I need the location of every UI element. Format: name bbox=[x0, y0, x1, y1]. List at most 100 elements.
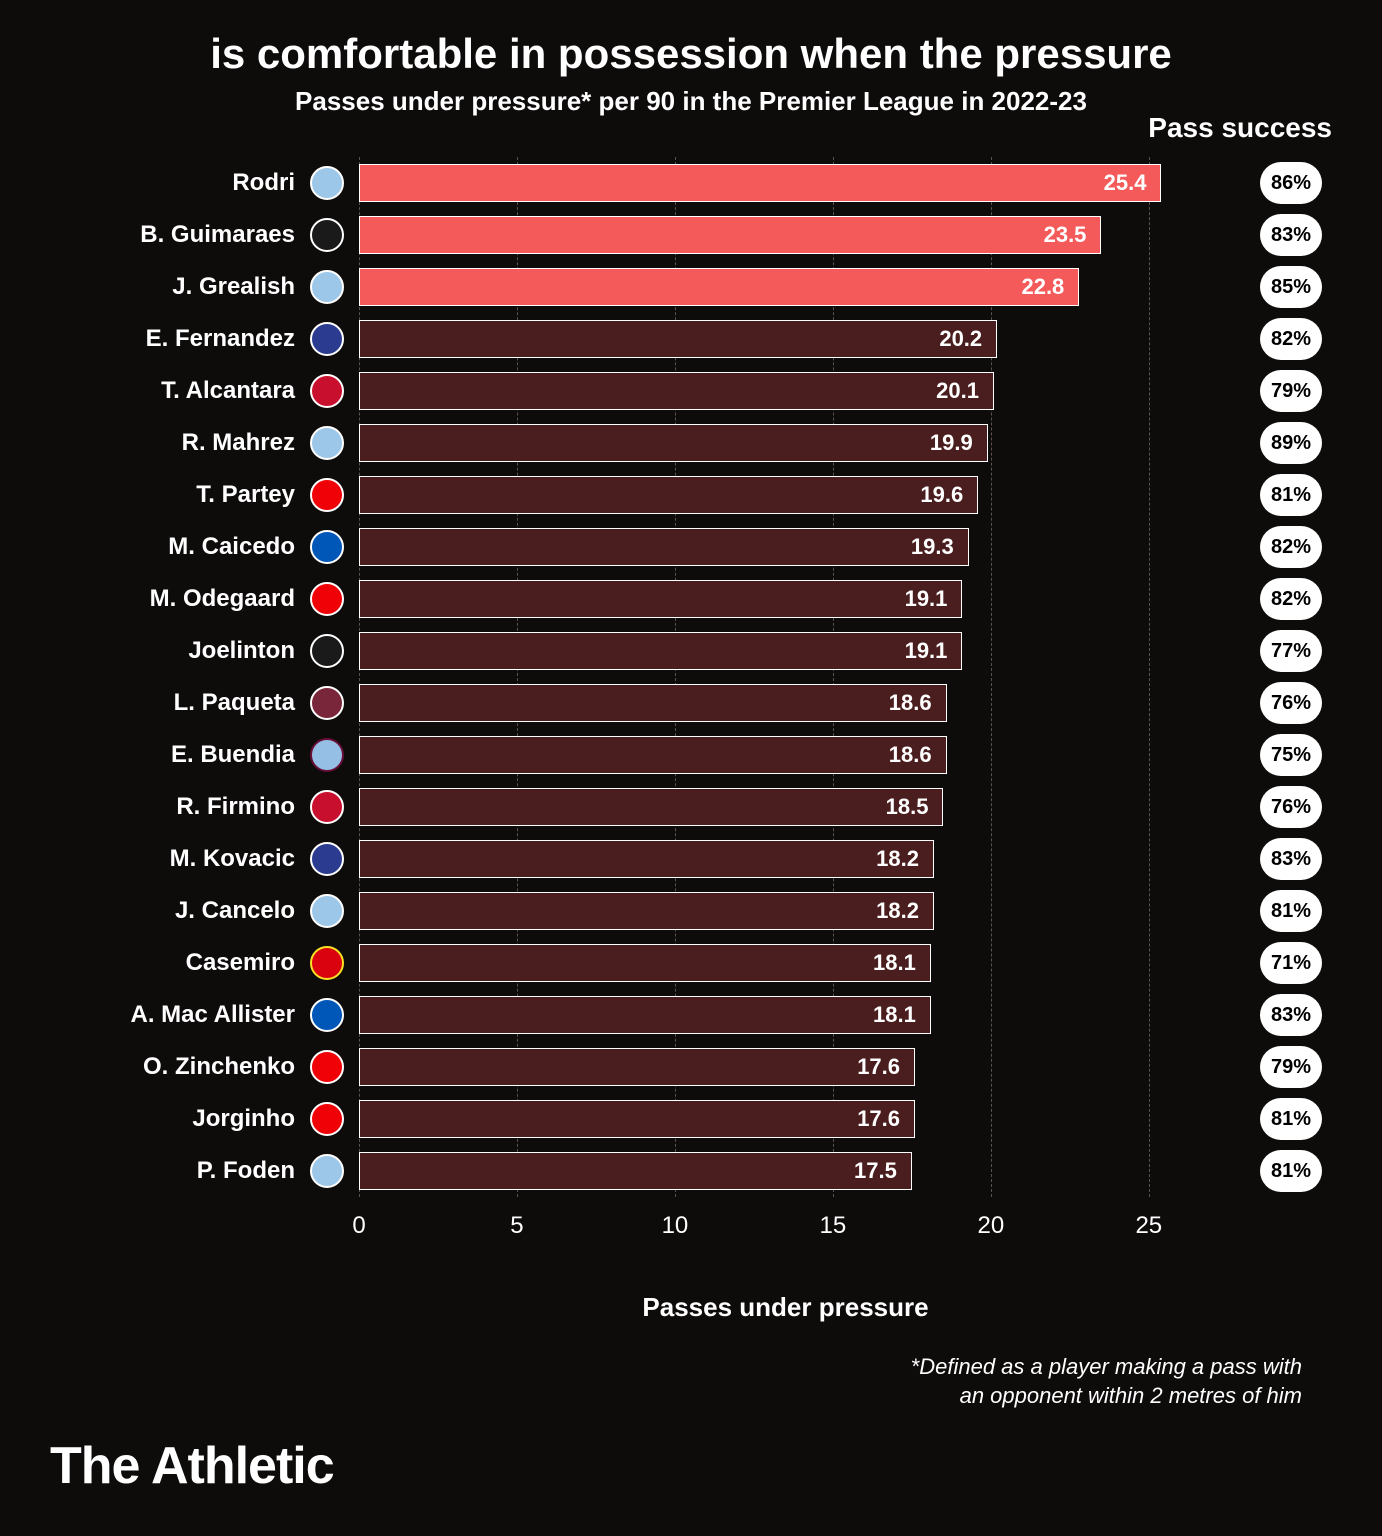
player-row: J. Cancelo18.281% bbox=[110, 885, 1332, 937]
team-crest-icon bbox=[310, 1102, 344, 1136]
bar: 19.3 bbox=[359, 528, 969, 566]
x-tick: 0 bbox=[352, 1212, 365, 1240]
player-row: B. Guimaraes23.583% bbox=[110, 209, 1332, 261]
bar-track: 18.2 bbox=[359, 833, 1212, 885]
bar-track: 20.1 bbox=[359, 365, 1212, 417]
player-row: T. Alcantara 20.1 79% bbox=[110, 365, 1332, 417]
bar-track: 17.6 bbox=[359, 1093, 1212, 1145]
player-row: Casemiro 18.1 71% bbox=[110, 937, 1332, 989]
bar-track: 22.8 bbox=[359, 261, 1212, 313]
player-name: B. Guimaraes bbox=[110, 221, 310, 249]
bar: 19.1 bbox=[359, 632, 962, 670]
footnote-line2: an opponent within 2 metres of him bbox=[960, 1383, 1302, 1408]
team-crest-icon bbox=[310, 426, 344, 460]
player-name: R. Mahrez bbox=[110, 429, 310, 457]
team-crest-icon bbox=[310, 270, 344, 304]
pass-success-badge: 75% bbox=[1260, 734, 1322, 776]
pass-success-badge: 86% bbox=[1260, 162, 1322, 204]
player-name: R. Firmino bbox=[110, 793, 310, 821]
bar-track: 20.2 bbox=[359, 313, 1212, 365]
player-row: J. Grealish 22.8 85% bbox=[110, 261, 1332, 313]
player-name: T. Alcantara bbox=[110, 377, 310, 405]
player-row: L. Paqueta18.676% bbox=[110, 677, 1332, 729]
player-row: M. Caicedo 19.3 82% bbox=[110, 521, 1332, 573]
chart-subtitle: Passes under pressure* per 90 in the Pre… bbox=[50, 86, 1332, 117]
success-column-header: Pass success bbox=[1148, 112, 1332, 144]
bar: 18.1 bbox=[359, 944, 931, 982]
player-name: T. Partey bbox=[110, 481, 310, 509]
bar: 18.6 bbox=[359, 684, 947, 722]
team-crest-icon bbox=[310, 530, 344, 564]
bar-track: 18.1 bbox=[359, 937, 1212, 989]
x-tick: 10 bbox=[662, 1212, 689, 1240]
x-tick: 5 bbox=[510, 1212, 523, 1240]
x-tick: 20 bbox=[977, 1212, 1004, 1240]
player-name: M. Caicedo bbox=[110, 533, 310, 561]
pass-success-badge: 85% bbox=[1260, 266, 1322, 308]
team-crest-icon bbox=[310, 374, 344, 408]
player-row: R. Firmino 18.5 76% bbox=[110, 781, 1332, 833]
bar: 18.1 bbox=[359, 996, 931, 1034]
bar: 20.2 bbox=[359, 320, 997, 358]
team-crest-icon bbox=[310, 582, 344, 616]
footnote: *Defined as a player making a pass with … bbox=[50, 1353, 1332, 1410]
bar-track: 25.4 bbox=[359, 157, 1212, 209]
bar: 18.2 bbox=[359, 892, 934, 930]
pass-success-badge: 71% bbox=[1260, 942, 1322, 984]
player-name: Rodri bbox=[110, 169, 310, 197]
pass-success-badge: 79% bbox=[1260, 370, 1322, 412]
pass-success-badge: 77% bbox=[1260, 630, 1322, 672]
player-row: E. Buendia 18.6 75% bbox=[110, 729, 1332, 781]
bar: 17.6 bbox=[359, 1048, 915, 1086]
bar-track: 18.6 bbox=[359, 677, 1212, 729]
bar: 19.6 bbox=[359, 476, 978, 514]
bar: 25.4 bbox=[359, 164, 1161, 202]
bar: 19.9 bbox=[359, 424, 988, 462]
bar: 22.8 bbox=[359, 268, 1079, 306]
player-name: O. Zinchenko bbox=[110, 1053, 310, 1081]
x-tick: 25 bbox=[1135, 1212, 1162, 1240]
team-crest-icon bbox=[310, 166, 344, 200]
team-crest-icon bbox=[310, 1154, 344, 1188]
player-name: E. Buendia bbox=[110, 741, 310, 769]
bar-track: 19.6 bbox=[359, 469, 1212, 521]
pass-success-badge: 83% bbox=[1260, 214, 1322, 256]
chart-area: Pass success Rodri25.486%B. Guimaraes23.… bbox=[110, 157, 1332, 1323]
x-axis: 0 5 10 15 20 25 bbox=[110, 1212, 1332, 1242]
pass-success-badge: 81% bbox=[1260, 890, 1322, 932]
pass-success-badge: 83% bbox=[1260, 994, 1322, 1036]
player-row: R. Mahrez19.989% bbox=[110, 417, 1332, 469]
bar: 19.1 bbox=[359, 580, 962, 618]
pass-success-badge: 76% bbox=[1260, 786, 1322, 828]
bar: 18.6 bbox=[359, 736, 947, 774]
chart-title: is comfortable in possession when the pr… bbox=[50, 30, 1332, 78]
player-name: E. Fernandez bbox=[110, 325, 310, 353]
pass-success-badge: 83% bbox=[1260, 838, 1322, 880]
pass-success-badge: 79% bbox=[1260, 1046, 1322, 1088]
player-row: O. Zinchenko 17.6 79% bbox=[110, 1041, 1332, 1093]
player-row: E. Fernandez20.282% bbox=[110, 313, 1332, 365]
player-row: Jorginho17.681% bbox=[110, 1093, 1332, 1145]
team-crest-icon bbox=[310, 322, 344, 356]
team-crest-icon bbox=[310, 1050, 344, 1084]
player-row: P. Foden17.581% bbox=[110, 1145, 1332, 1197]
player-name: A. Mac Allister bbox=[110, 1001, 310, 1029]
pass-success-badge: 82% bbox=[1260, 526, 1322, 568]
team-crest-icon bbox=[310, 686, 344, 720]
player-row: A. Mac Allister 18.1 83% bbox=[110, 989, 1332, 1041]
bar-track: 17.5 bbox=[359, 1145, 1212, 1197]
player-name: J. Grealish bbox=[110, 273, 310, 301]
pass-success-badge: 81% bbox=[1260, 474, 1322, 516]
bar: 18.5 bbox=[359, 788, 943, 826]
bars-container: Rodri25.486%B. Guimaraes23.583%J. Greali… bbox=[110, 157, 1332, 1197]
player-name: Casemiro bbox=[110, 949, 310, 977]
bar-track: 18.2 bbox=[359, 885, 1212, 937]
team-crest-icon bbox=[310, 790, 344, 824]
pass-success-badge: 81% bbox=[1260, 1098, 1322, 1140]
team-crest-icon bbox=[310, 218, 344, 252]
team-crest-icon bbox=[310, 946, 344, 980]
x-tick: 15 bbox=[820, 1212, 847, 1240]
team-crest-icon bbox=[310, 998, 344, 1032]
player-row: M. Odegaard19.182% bbox=[110, 573, 1332, 625]
player-name: P. Foden bbox=[110, 1157, 310, 1185]
